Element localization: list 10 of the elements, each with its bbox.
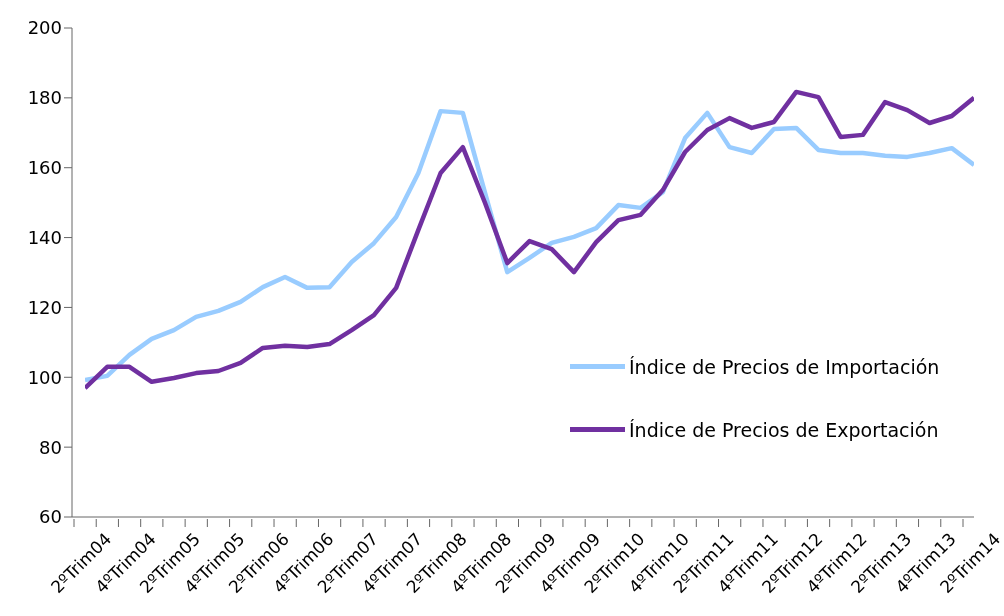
y-tick-label: 160 xyxy=(27,157,62,179)
y-tick-label: 180 xyxy=(27,87,62,109)
y-tick-label: 60 xyxy=(39,506,62,528)
y-tick-label: 140 xyxy=(27,226,62,248)
y-tick-label: 120 xyxy=(27,296,62,318)
y-tick-label: 100 xyxy=(27,366,62,388)
y-tick-label: 80 xyxy=(39,436,62,458)
y-tick-label: 200 xyxy=(27,17,62,39)
legend-label: Índice de Precios de Exportación xyxy=(629,418,939,441)
legend-label: Índice de Precios de Importación xyxy=(629,355,940,378)
